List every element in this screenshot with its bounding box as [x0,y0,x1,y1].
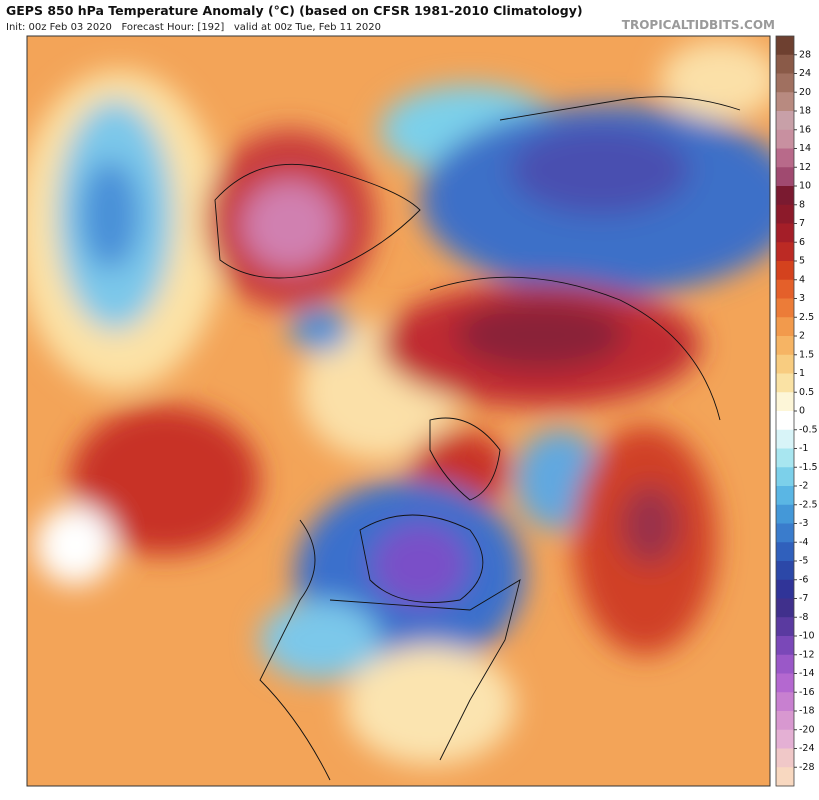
colorbar-label: -16 [799,687,815,698]
colorbar-swatch [776,542,794,562]
title: GEPS 850 hPa Temperature Anomaly (°C) (b… [6,3,583,18]
colorbar-swatch [776,636,794,656]
colorbar-swatch [776,486,794,506]
colorbar-label: 2.5 [799,312,814,323]
colorbar-swatch [776,504,794,524]
colorbar-swatch [776,429,794,449]
colorbar-swatch [776,261,794,281]
colorbar-label: 14 [799,143,811,154]
colorbar-label: 8 [799,199,805,210]
colorbar-swatch [776,448,794,468]
colorbar-swatch [776,73,794,93]
colorbar-swatch [776,729,794,749]
colorbar-swatch [776,767,794,787]
colorbar-swatch [776,317,794,337]
colorbar-swatch [776,111,794,131]
colorbar-swatch [776,654,794,674]
watermark: TROPICALTIDBITS.COM [622,18,775,32]
colorbar-label: 0 [799,406,805,417]
colorbar-label: -4 [799,537,808,548]
colorbar-swatch [776,711,794,731]
colorbar-swatch [776,36,794,56]
map [27,36,770,786]
colorbar-swatch [776,617,794,637]
colorbar-swatch [776,167,794,187]
colorbar-swatch [776,579,794,599]
colorbar-swatch [776,298,794,318]
colorbar-label: -3 [799,518,808,529]
colorbar-label: -12 [799,649,815,660]
colorbar-label: -28 [799,762,815,773]
colorbar-label: 10 [799,181,811,192]
colorbar-swatch [776,392,794,412]
colorbar-swatch [776,561,794,581]
colorbar-swatch [776,748,794,768]
colorbar-swatch [776,692,794,712]
colorbar-swatch [776,598,794,618]
colorbar-swatch [776,354,794,374]
colorbar-label: 2 [799,331,805,342]
colorbar-label: 6 [799,237,805,248]
colorbar-label: 28 [799,49,811,60]
colorbar-label: 18 [799,106,811,117]
colorbar-swatch [776,204,794,224]
colorbar-label: -5 [799,556,808,567]
colorbar-label: -24 [799,743,815,754]
colorbar-swatch [776,54,794,74]
colorbar-swatch [776,279,794,299]
colorbar-swatch [776,129,794,149]
colorbar-label: 1 [799,368,805,379]
colorbar-label: 0.5 [799,387,814,398]
colorbar-label: 5 [799,256,805,267]
colorbar-label: 12 [799,162,811,173]
colorbar-label: -2 [799,481,808,492]
colorbar-label: 24 [799,68,811,79]
colorbar-label: -0.5 [799,424,818,435]
colorbar-label: -1.5 [799,462,818,473]
colorbar-label: -20 [799,724,815,735]
colorbar-label: -14 [799,668,815,679]
colorbar-label: 3 [799,293,805,304]
colorbar-swatch [776,411,794,431]
colorbar-swatch [776,336,794,356]
colorbar-label: 7 [799,218,805,229]
colorbar-swatch [776,242,794,262]
colorbar-label: -8 [799,612,808,623]
colorbar-label: 20 [799,87,811,98]
colorbar-label: -2.5 [799,499,818,510]
colorbar-label: 4 [799,274,805,285]
colorbar-swatch [776,92,794,112]
map-frame [26,35,771,787]
colorbar-swatch [776,373,794,393]
colorbar-label: -6 [799,574,808,585]
colorbar-label: 1.5 [799,349,814,360]
colorbar-label: -18 [799,706,815,717]
colorbar-swatch [776,186,794,206]
subtitle: Init: 00z Feb 03 2020 Forecast Hour: [19… [6,22,381,33]
colorbar-swatch [776,467,794,487]
colorbar-label: -1 [799,443,808,454]
colorbar-label: -7 [799,593,808,604]
colorbar-swatch [776,523,794,543]
colorbar: 28 24 20 18 16 14 12 10 8 7 6 5 4 3 2.5 2 1.5 1 0.5 0 -0.5 -1… [775,35,818,787]
colorbar-swatch [776,673,794,693]
colorbar-label: 16 [799,124,811,135]
colorbar-swatch [776,148,794,168]
colorbar-label: -10 [799,631,815,642]
colorbar-swatch [776,223,794,243]
